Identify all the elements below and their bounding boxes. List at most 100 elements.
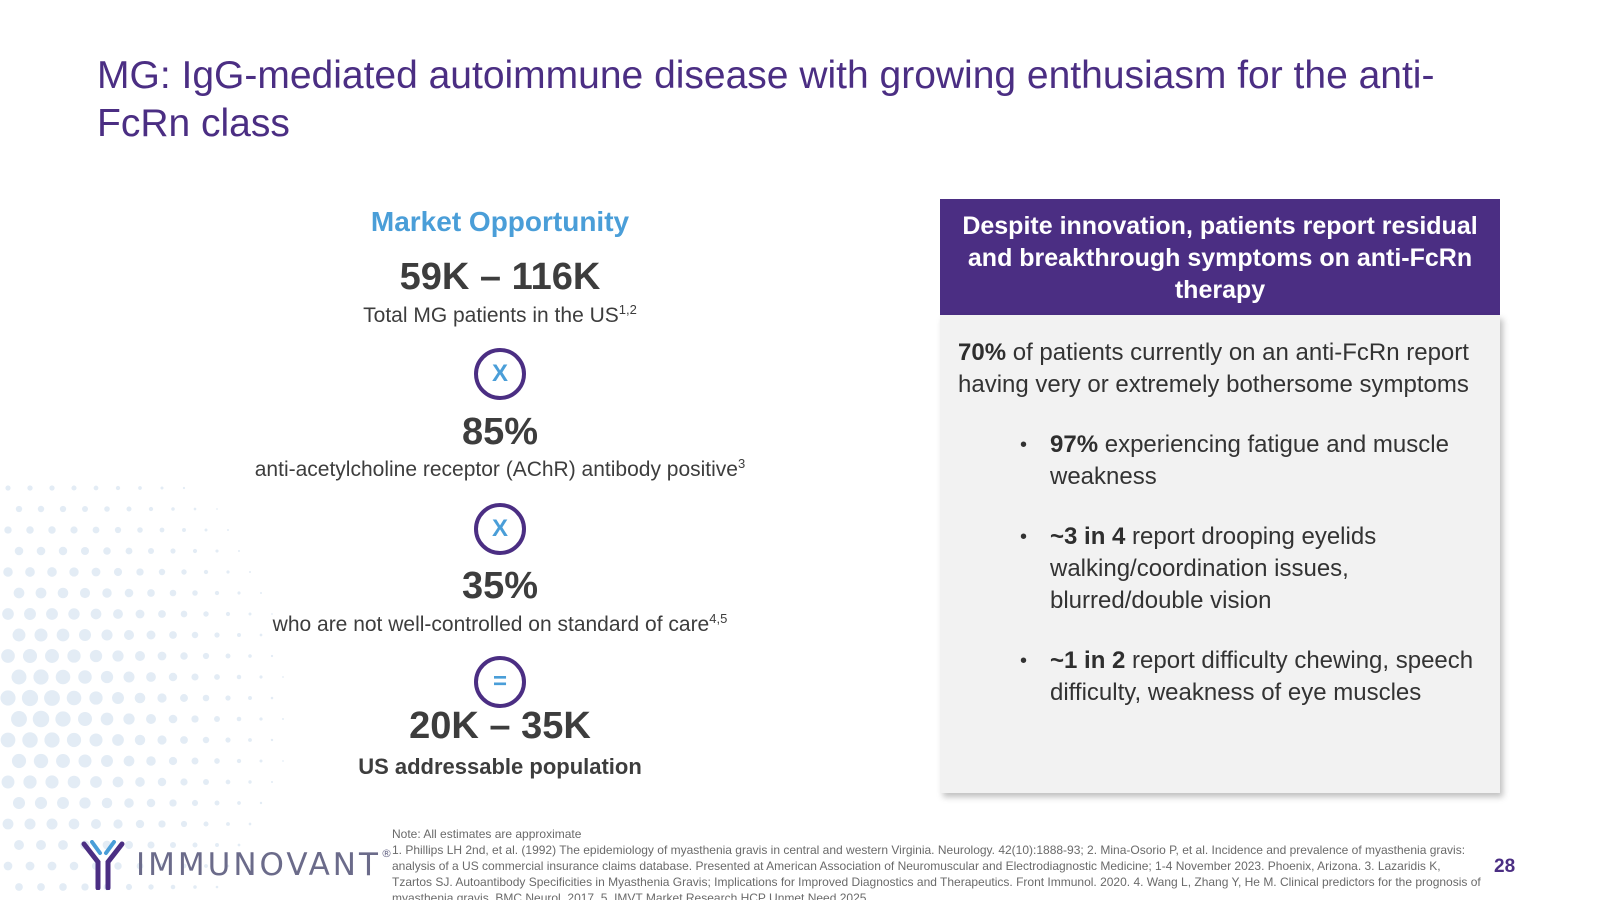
symptoms-panel: 70% of patients currently on an anti-FcR… — [940, 315, 1500, 793]
decorative-dot — [158, 568, 166, 576]
decorative-dot — [33, 669, 49, 685]
decorative-dot — [26, 526, 34, 534]
decorative-dot — [113, 609, 123, 619]
decorative-dot — [25, 567, 35, 577]
decorative-dot — [89, 649, 103, 663]
decorative-dot — [192, 590, 198, 596]
decorative-dot — [35, 587, 47, 599]
not-controlled-value: 35% — [461, 565, 539, 607]
decorative-dot — [135, 819, 145, 829]
total-patients-label: Total MG patients in the US1,2 — [363, 302, 637, 327]
decorative-dot — [226, 822, 230, 826]
decorative-dot — [113, 567, 123, 577]
decorative-dot — [270, 654, 274, 658]
achr-ref: 3 — [738, 456, 746, 471]
decorative-dot — [46, 818, 58, 830]
decorative-dot — [191, 673, 199, 681]
decorative-dot — [1, 649, 15, 663]
decorative-dot — [216, 508, 218, 510]
symptoms-intro: 70% of patients currently on an anti-FcR… — [958, 339, 1469, 398]
decorative-dot — [2, 608, 14, 620]
decorative-dot — [68, 608, 80, 620]
decorative-dot — [180, 610, 188, 618]
decorative-dot — [67, 649, 81, 663]
decorative-dot — [237, 801, 241, 805]
decorative-dot — [78, 670, 92, 684]
multiply-icon: X — [474, 503, 526, 555]
decorative-dot — [12, 628, 26, 642]
antibody-logo-icon — [81, 840, 125, 890]
decorative-dot — [135, 609, 145, 619]
decorative-dot-pattern — [0, 485, 284, 891]
decorative-dot — [112, 776, 124, 788]
decorative-dot — [78, 712, 92, 726]
decorative-dot — [168, 756, 178, 766]
not-controlled-label: who are not well-controlled on standard … — [272, 611, 728, 636]
decorative-dot — [215, 549, 219, 553]
decorative-dot — [146, 630, 156, 640]
decorative-dot — [160, 486, 164, 490]
decorative-dot — [90, 776, 102, 788]
decorative-dot — [89, 691, 103, 705]
total-patients-ref: 1,2 — [618, 302, 637, 317]
decorative-dot — [168, 672, 178, 682]
decorative-dot — [11, 711, 27, 727]
decorative-dot — [70, 526, 78, 534]
decorative-dot — [191, 715, 199, 723]
decorative-dot — [225, 779, 231, 785]
decorative-dot — [80, 546, 90, 556]
decorative-dot — [47, 567, 57, 577]
decorative-dot — [146, 714, 156, 724]
decorative-dot — [148, 506, 154, 512]
decorative-dot — [27, 485, 33, 491]
decorative-dot — [180, 820, 188, 828]
decorative-dot — [24, 818, 36, 830]
list-item: ~1 in 2 report difficulty chewing, speec… — [1020, 645, 1482, 709]
decorative-dot — [48, 526, 56, 534]
decorative-dot — [4, 526, 12, 534]
decorative-dot — [169, 799, 177, 807]
decorative-dot — [214, 800, 220, 806]
decorative-dot — [259, 801, 263, 805]
decorative-dot — [171, 507, 175, 511]
decorative-dot — [100, 670, 114, 684]
decorative-dot — [168, 714, 178, 724]
decorative-dot — [47, 861, 57, 871]
decorative-dot — [113, 819, 123, 829]
decorative-dot — [66, 732, 82, 748]
decorative-dot — [36, 840, 46, 850]
decorative-dot — [137, 527, 143, 533]
decorative-dot — [92, 526, 100, 534]
decorative-dot — [66, 690, 82, 706]
decorative-dot — [93, 485, 99, 491]
decorative-dot — [237, 549, 241, 553]
not-controlled-ref: 4,5 — [709, 611, 728, 626]
market-opportunity-heading: Market Opportunity — [370, 206, 630, 237]
decorative-dot — [56, 754, 70, 768]
logo-wordmark: IMMUNOVANT® — [136, 847, 395, 883]
decorative-dot — [57, 587, 69, 599]
decorative-dot — [138, 486, 142, 490]
decorative-dot — [44, 732, 60, 748]
decorative-dot — [79, 587, 91, 599]
decorative-dot — [3, 567, 13, 577]
decorative-dot — [69, 861, 79, 871]
decorative-dot — [45, 649, 59, 663]
decorative-dot — [68, 818, 80, 830]
decorative-dot — [11, 669, 27, 685]
decorative-dot — [13, 587, 25, 599]
decorative-dot — [136, 568, 144, 576]
references: 1. Phillips LH 2nd, et al. (1992) The ep… — [392, 843, 1481, 900]
decorative-dot — [11, 753, 27, 769]
decorative-dot — [112, 650, 124, 662]
decorative-dot — [90, 818, 102, 830]
decorative-dot — [59, 883, 67, 891]
decorative-dot — [123, 713, 135, 725]
decorative-dot — [58, 840, 68, 850]
list-item: ~3 in 4 report drooping eyelids walking/… — [1020, 521, 1482, 617]
decorative-dot — [101, 797, 113, 809]
decorative-dot — [225, 695, 231, 701]
decorative-dot — [123, 755, 135, 767]
decorative-dot — [270, 780, 274, 784]
decorative-dot — [170, 548, 176, 554]
